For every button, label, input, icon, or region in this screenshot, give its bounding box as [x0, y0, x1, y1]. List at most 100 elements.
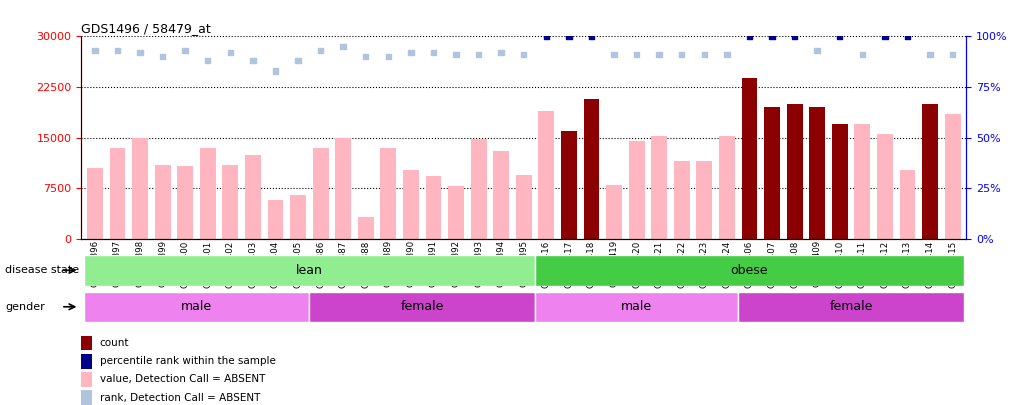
- Bar: [80, 372, 92, 387]
- Bar: [336, 138, 351, 239]
- Bar: [80, 336, 92, 350]
- Bar: [80, 390, 92, 405]
- Point: [380, 53, 397, 60]
- Bar: [448, 186, 464, 239]
- Bar: [83, 292, 309, 322]
- Point: [538, 33, 554, 40]
- Bar: [309, 292, 535, 322]
- Bar: [155, 165, 171, 239]
- Bar: [493, 151, 510, 239]
- Bar: [290, 195, 306, 239]
- Bar: [945, 114, 960, 239]
- Bar: [877, 134, 893, 239]
- Text: lean: lean: [296, 264, 322, 277]
- Text: GDS1496 / 58479_at: GDS1496 / 58479_at: [81, 22, 212, 35]
- Point: [560, 33, 577, 40]
- Point: [155, 53, 171, 60]
- Bar: [223, 165, 238, 239]
- Bar: [245, 155, 260, 239]
- Bar: [787, 104, 802, 239]
- Point: [764, 33, 780, 40]
- Point: [86, 47, 103, 54]
- Point: [132, 49, 148, 56]
- Point: [606, 51, 622, 58]
- Bar: [83, 255, 535, 286]
- Point: [673, 51, 690, 58]
- Text: male: male: [181, 300, 212, 313]
- Bar: [719, 136, 735, 239]
- Text: male: male: [621, 300, 652, 313]
- Point: [921, 51, 938, 58]
- Point: [425, 49, 441, 56]
- Point: [719, 51, 735, 58]
- Point: [245, 58, 261, 64]
- Text: obese: obese: [731, 264, 768, 277]
- Text: female: female: [401, 300, 443, 313]
- Bar: [380, 148, 397, 239]
- Point: [290, 58, 306, 64]
- Point: [741, 33, 758, 40]
- Bar: [110, 148, 125, 239]
- Bar: [535, 292, 738, 322]
- Point: [335, 43, 351, 50]
- Point: [493, 49, 510, 56]
- Text: rank, Detection Call = ABSENT: rank, Detection Call = ABSENT: [100, 393, 260, 403]
- Point: [945, 51, 961, 58]
- Text: count: count: [100, 338, 129, 348]
- Point: [358, 53, 374, 60]
- Point: [403, 49, 419, 56]
- Point: [786, 33, 802, 40]
- Bar: [584, 98, 599, 239]
- Bar: [200, 148, 216, 239]
- Bar: [900, 170, 915, 239]
- Bar: [832, 124, 847, 239]
- Point: [832, 33, 848, 40]
- Point: [697, 51, 713, 58]
- Text: gender: gender: [5, 302, 45, 312]
- Bar: [312, 148, 328, 239]
- Bar: [403, 170, 419, 239]
- Point: [471, 51, 487, 58]
- Bar: [741, 78, 758, 239]
- Bar: [674, 161, 690, 239]
- Bar: [606, 185, 622, 239]
- Text: percentile rank within the sample: percentile rank within the sample: [100, 356, 276, 366]
- Point: [651, 51, 667, 58]
- Point: [877, 33, 893, 40]
- Point: [516, 51, 532, 58]
- Point: [199, 58, 216, 64]
- Point: [222, 49, 238, 56]
- Bar: [561, 131, 577, 239]
- Bar: [425, 176, 441, 239]
- Bar: [535, 255, 964, 286]
- Text: disease state: disease state: [5, 265, 79, 275]
- Bar: [132, 138, 147, 239]
- Text: female: female: [829, 300, 873, 313]
- Bar: [738, 292, 964, 322]
- Point: [899, 33, 915, 40]
- Point: [110, 47, 126, 54]
- Point: [584, 33, 600, 40]
- Bar: [854, 124, 871, 239]
- Text: value, Detection Call = ABSENT: value, Detection Call = ABSENT: [100, 375, 265, 384]
- Bar: [87, 168, 103, 239]
- Bar: [358, 217, 373, 239]
- Point: [629, 51, 645, 58]
- Bar: [538, 111, 554, 239]
- Point: [267, 68, 284, 74]
- Point: [447, 51, 464, 58]
- Bar: [651, 136, 667, 239]
- Point: [854, 51, 871, 58]
- Bar: [177, 166, 193, 239]
- Bar: [922, 104, 938, 239]
- Bar: [629, 141, 645, 239]
- Bar: [697, 161, 712, 239]
- Point: [810, 47, 826, 54]
- Bar: [764, 107, 780, 239]
- Point: [312, 47, 328, 54]
- Bar: [267, 200, 284, 239]
- Bar: [810, 107, 825, 239]
- Bar: [516, 175, 532, 239]
- Bar: [471, 139, 486, 239]
- Point: [177, 47, 193, 54]
